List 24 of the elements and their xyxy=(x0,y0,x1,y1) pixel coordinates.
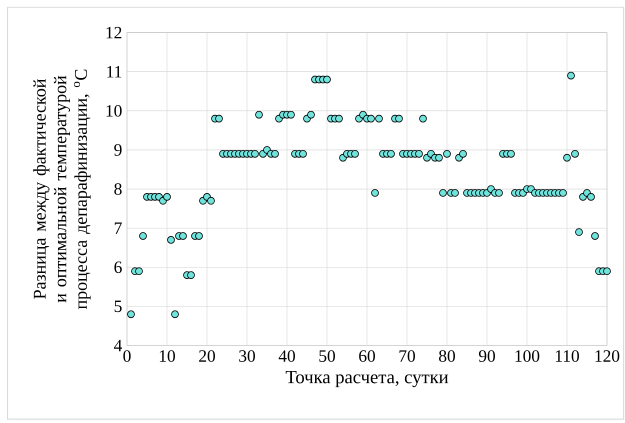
x-tick-label: 10 xyxy=(160,350,175,362)
y-tick-label: 10 xyxy=(106,104,122,117)
x-tick-label: 30 xyxy=(239,350,255,362)
x-tick-label: 0 xyxy=(123,350,131,362)
x-tick-label: 60 xyxy=(359,350,375,362)
x-tick-label: 50 xyxy=(319,350,335,362)
x-axis-title: Точка расчета, сутки xyxy=(286,370,448,388)
y-tick-label: 4 xyxy=(114,340,122,352)
x-tick-label: 20 xyxy=(199,350,215,362)
y-tick-label: 7 xyxy=(114,222,122,234)
y-tick-label: 5 xyxy=(114,300,122,312)
x-tick-label: 90 xyxy=(478,350,495,362)
x-tick-label: 40 xyxy=(278,350,295,362)
x-tick-label: 100 xyxy=(516,350,540,362)
y-tick-label: 8 xyxy=(114,183,122,195)
y-tick-label: 12 xyxy=(106,26,122,38)
y-tick-label: 11 xyxy=(107,66,122,78)
x-tick-label: 110 xyxy=(556,350,579,362)
x-tick-label: 80 xyxy=(439,350,455,362)
x-tick-label: 70 xyxy=(400,350,415,362)
y-tick-label: 6 xyxy=(114,261,122,274)
y-axis-title: Разница между фактической и оптимальной температурой процесса депарафинизации, $^{o}$C xyxy=(33,70,91,310)
y-tick-label: 9 xyxy=(114,144,122,156)
x-tick-label: 120 xyxy=(596,350,620,362)
